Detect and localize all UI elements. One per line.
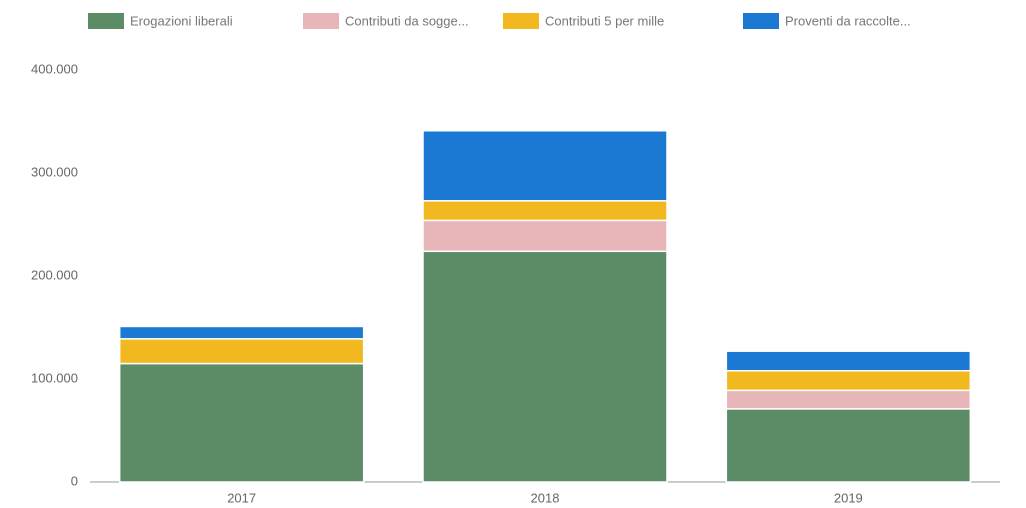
y-tick-label: 0: [71, 473, 78, 488]
y-tick-label: 300.000: [31, 164, 78, 179]
bar-segment: [422, 250, 668, 483]
legend-swatch: [503, 13, 539, 29]
x-tick-label: 2019: [834, 490, 863, 505]
bar-segment: [422, 200, 668, 222]
bar-segment: [725, 389, 972, 410]
legend-swatch: [743, 13, 779, 29]
y-tick-label: 400.000: [31, 61, 78, 76]
bar-segment: [118, 325, 365, 340]
x-tick-label: 2018: [531, 490, 560, 505]
bar-segment: [422, 130, 668, 202]
bar-segment: [725, 370, 972, 392]
bar-segment: [422, 219, 668, 253]
legend-label: Contributi 5 per mille: [545, 13, 664, 28]
legend-swatch: [303, 13, 339, 29]
bar-segment: [725, 350, 972, 372]
legend-label: Proventi da raccolte...: [785, 13, 911, 28]
y-tick-label: 200.000: [31, 267, 78, 282]
bar-segment: [725, 408, 972, 483]
x-tick-label: 2017: [227, 490, 256, 505]
bar-segment: [118, 362, 365, 483]
y-tick-label: 100.000: [31, 370, 78, 385]
bar-segment: [118, 338, 365, 365]
legend-label: Contributi da sogge...: [345, 13, 469, 28]
legend-swatch: [88, 13, 124, 29]
legend-label: Erogazioni liberali: [130, 13, 233, 28]
